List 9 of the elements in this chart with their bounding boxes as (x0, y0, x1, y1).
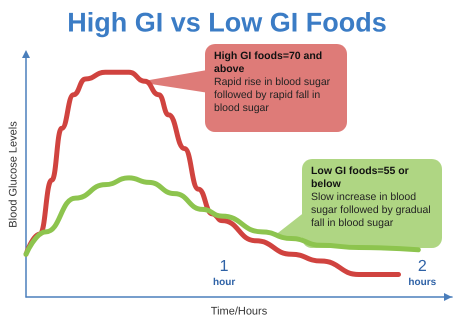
y-axis-title: Blood Glucose Levels (8, 120, 20, 228)
x-tick-label: 2 hours (408, 258, 437, 288)
annotation: Low GI foods=55 or below (311, 165, 409, 190)
chart-title: High GI vs Low GI Foods (67, 8, 387, 38)
x-tick-label: 1 hour (213, 258, 236, 288)
x-axis-title: Time/Hours (210, 306, 268, 318)
annotation: High GI foods=70 and above (214, 50, 322, 75)
annotation: Slow increase in blood sugar followed by gradual fall in blood sugar (311, 191, 431, 229)
annotation: Rapid rise in blood sugar followed by rapid fall in blood sugar (214, 76, 330, 114)
